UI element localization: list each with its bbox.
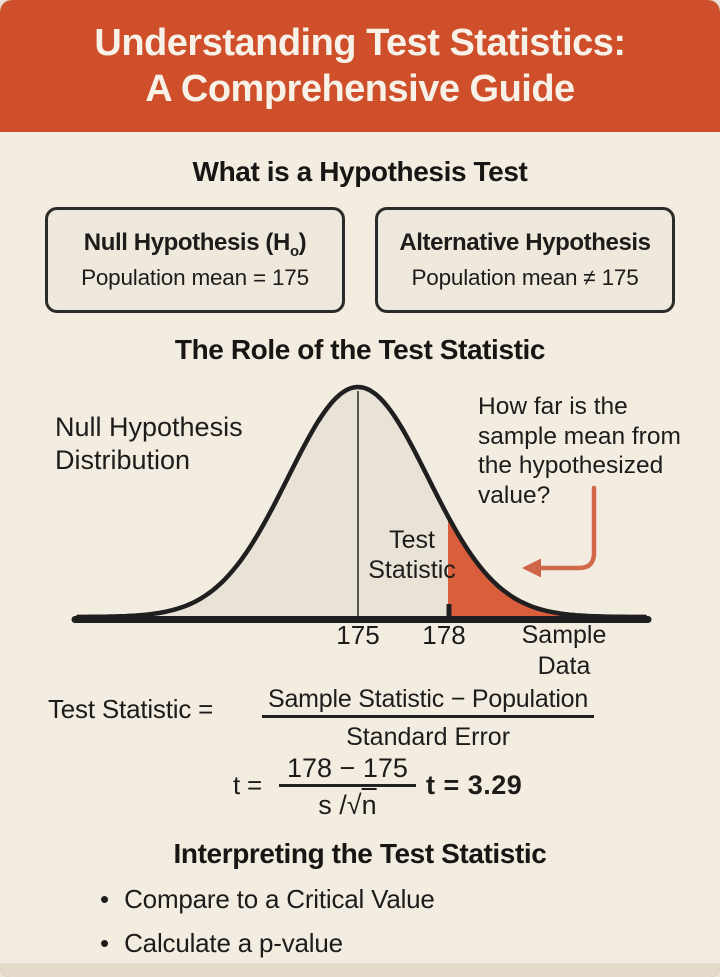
tick-label-178: 178 [422, 620, 466, 650]
hypothesis-boxes: Null Hypothesis (Ho) Population mean = 1… [45, 207, 675, 313]
bullet-text: Compare to a Critical Value [124, 884, 435, 914]
denominator-prefix: s / [318, 790, 347, 820]
bottom-edge-shading [0, 963, 720, 977]
label-null-distribution: Null Hypothesis Distribution [55, 412, 243, 475]
section-heading-what: What is a Hypothesis Test [192, 156, 528, 187]
formula-worked-result: t = 3.29 [426, 770, 523, 800]
alternative-hypothesis-title-text: Alternative Hypothesis [399, 228, 651, 256]
alternative-hypothesis-body: Population mean ≠ 175 [411, 265, 639, 291]
section-heading-role: The Role of the Test Statistic [174, 334, 546, 365]
bell-curve-area [78, 387, 646, 617]
bullet-dot-icon: • [100, 928, 110, 958]
label-question: How far is the sample mean from the hypo… [478, 393, 681, 509]
formula-worked-denominator: s /√n [279, 787, 416, 821]
pointer-arrowhead-icon [522, 558, 541, 578]
alternative-hypothesis-title: Alternative Hypothesis [399, 228, 651, 260]
bullet-item: • Compare to a Critical Value [100, 884, 435, 915]
bell-curve-outline [75, 384, 648, 620]
header-banner: Understanding Test Statistics: A Compreh… [0, 0, 720, 132]
distribution-diagram: Null Hypothesis Distribution How far is … [0, 375, 720, 680]
null-hypothesis-title-suffix: ) [298, 228, 307, 256]
label-test-statistic: Test Statistic [368, 526, 456, 584]
null-hypothesis-title-text: Null Hypothesis (H [83, 228, 291, 256]
formula-general-denominator: Standard Error [346, 723, 511, 751]
bullet-item: • Calculate a p-value [100, 928, 435, 959]
pointer-arrow [533, 485, 597, 571]
axis-label-sample-data: Sample Data [521, 621, 607, 680]
null-hypothesis-box: Null Hypothesis (Ho) Population mean = 1… [45, 207, 345, 313]
bullet-text: Calculate a p-value [124, 928, 343, 958]
formula-worked-numerator: 178 − 175 [279, 753, 416, 787]
distribution-curve-svg [71, 384, 652, 623]
header-title-line1: Understanding Test Statistics: [94, 22, 626, 64]
interpretation-bullet-list: • Compare to a Critical Value • Calculat… [100, 884, 435, 972]
formula-general-fraction: Sample Statistic − Population Standard E… [262, 684, 595, 752]
null-hypothesis-body: Population mean = 175 [81, 265, 309, 291]
rejection-tail-area [448, 516, 646, 617]
null-hypothesis-title: Null Hypothesis (Ho) [83, 228, 307, 260]
null-hypothesis-subscript: o [289, 243, 299, 260]
radicand: n [361, 790, 377, 820]
alternative-hypothesis-box: Alternative Hypothesis Population mean ≠… [375, 207, 675, 313]
tick-label-175: 175 [336, 620, 380, 650]
formula-general-lhs: Test Statistic = [48, 694, 214, 724]
section-heading-interpret: Interpreting the Test Statistic [173, 838, 547, 869]
header-title-line2: A Comprehensive Guide [145, 68, 575, 110]
radical-icon: √ [346, 790, 362, 820]
formula-worked-lhs: t = [233, 770, 263, 800]
formula-general-numerator: Sample Statistic − Population [262, 684, 595, 718]
formula-worked-fraction: 178 − 175 s /√n [279, 753, 416, 821]
bullet-dot-icon: • [100, 884, 110, 914]
